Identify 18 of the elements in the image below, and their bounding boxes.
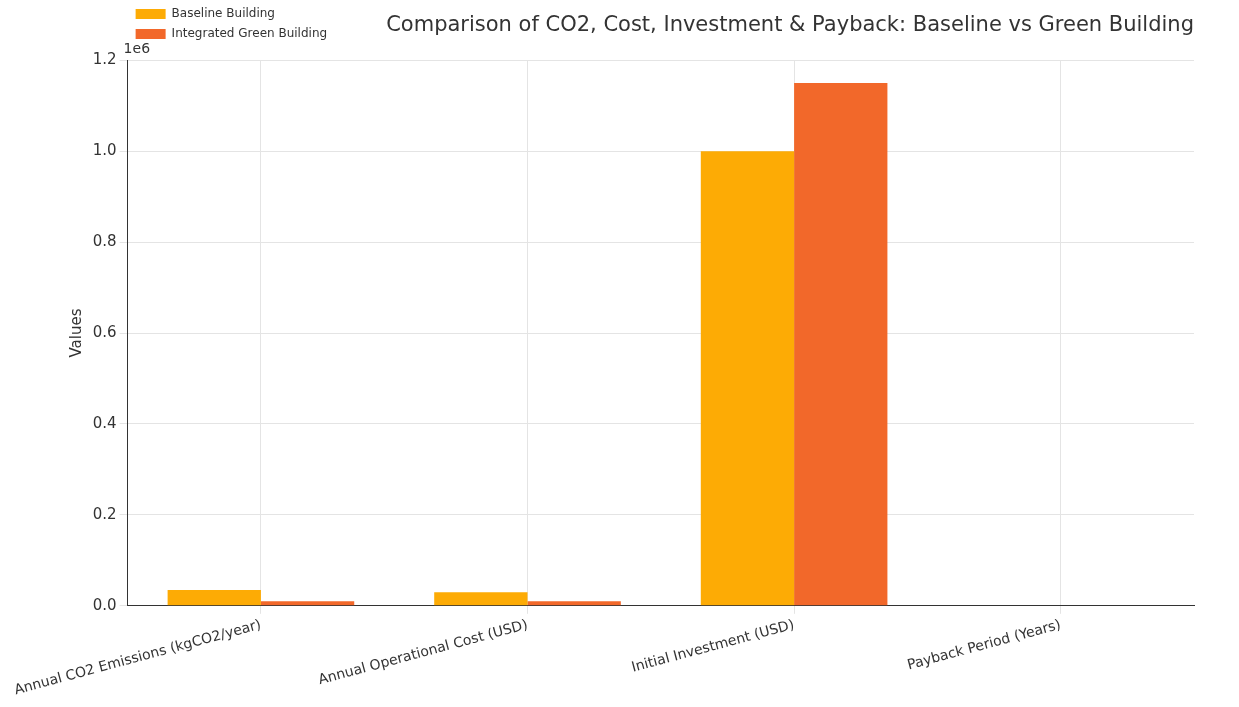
y-tick-label: 0.8 bbox=[92, 231, 117, 250]
bar bbox=[527, 601, 621, 606]
y-tick-label: 1.0 bbox=[92, 141, 117, 160]
bar bbox=[167, 589, 261, 606]
y-axis-title: Values bbox=[66, 308, 85, 358]
legend-label: Baseline Building bbox=[171, 6, 275, 21]
bar bbox=[794, 82, 888, 606]
bar bbox=[434, 592, 528, 606]
bar bbox=[260, 601, 355, 606]
y-tick-label: 0.6 bbox=[92, 322, 117, 341]
y-tick-label: 1.2 bbox=[92, 50, 117, 69]
chart-title: Comparison of CO2, Cost, Investment & Payback: Baseline vs Green Building bbox=[386, 12, 1194, 37]
y-tick-label: 0.2 bbox=[92, 504, 117, 523]
y-tick-label: 0.4 bbox=[92, 413, 117, 432]
y-tick-label: 0.0 bbox=[92, 595, 117, 614]
bar bbox=[700, 151, 795, 606]
text: 1e6 bbox=[123, 39, 151, 56]
legend-label: Integrated Green Building bbox=[171, 26, 328, 41]
